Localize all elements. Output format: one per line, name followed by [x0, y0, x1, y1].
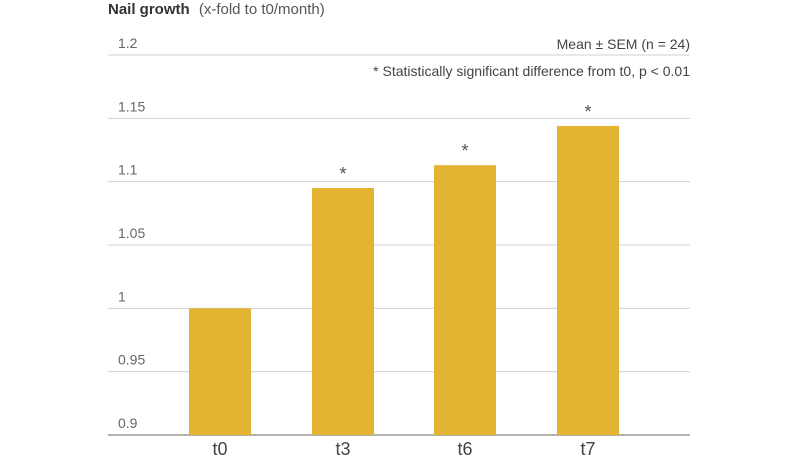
y-axis-title-units: (x-fold to t0/month)	[199, 1, 325, 18]
bar-t3	[312, 188, 374, 435]
y-tick-label: 1.15	[118, 98, 145, 114]
y-tick-label: 1.1	[118, 162, 138, 178]
significance-note: * Statistically significant difference f…	[373, 63, 690, 79]
x-category-label: t0	[212, 439, 227, 459]
significance-star: *	[461, 141, 468, 161]
significance-star: *	[584, 102, 591, 122]
bars	[189, 125, 619, 435]
y-axis-title: Nail growth (x-fold to t0/month)	[108, 1, 325, 18]
y-tick-label: 1.05	[118, 225, 145, 241]
bar-t7	[557, 125, 619, 435]
y-tick-label: 0.9	[118, 415, 138, 431]
y-tick-label: 1.2	[118, 35, 138, 51]
x-category-label: t6	[457, 439, 472, 459]
bar-t6	[434, 165, 496, 435]
x-category-label: t3	[335, 439, 350, 459]
bar-t0	[189, 308, 251, 435]
significance-markers: * * *	[339, 102, 591, 184]
y-tick-label: 0.95	[118, 352, 145, 368]
y-tick-label: 1	[118, 288, 126, 304]
y-tick-labels: 0.9 0.95 1 1.05 1.1 1.15 1.2	[118, 35, 145, 431]
stats-note: Mean ± SEM (n = 24)	[557, 36, 690, 52]
y-axis-title-bold: Nail growth	[108, 1, 190, 18]
significance-star: *	[339, 164, 346, 184]
x-category-labels: t0 t3 t6 t7	[212, 439, 595, 459]
x-category-label: t7	[580, 439, 595, 459]
